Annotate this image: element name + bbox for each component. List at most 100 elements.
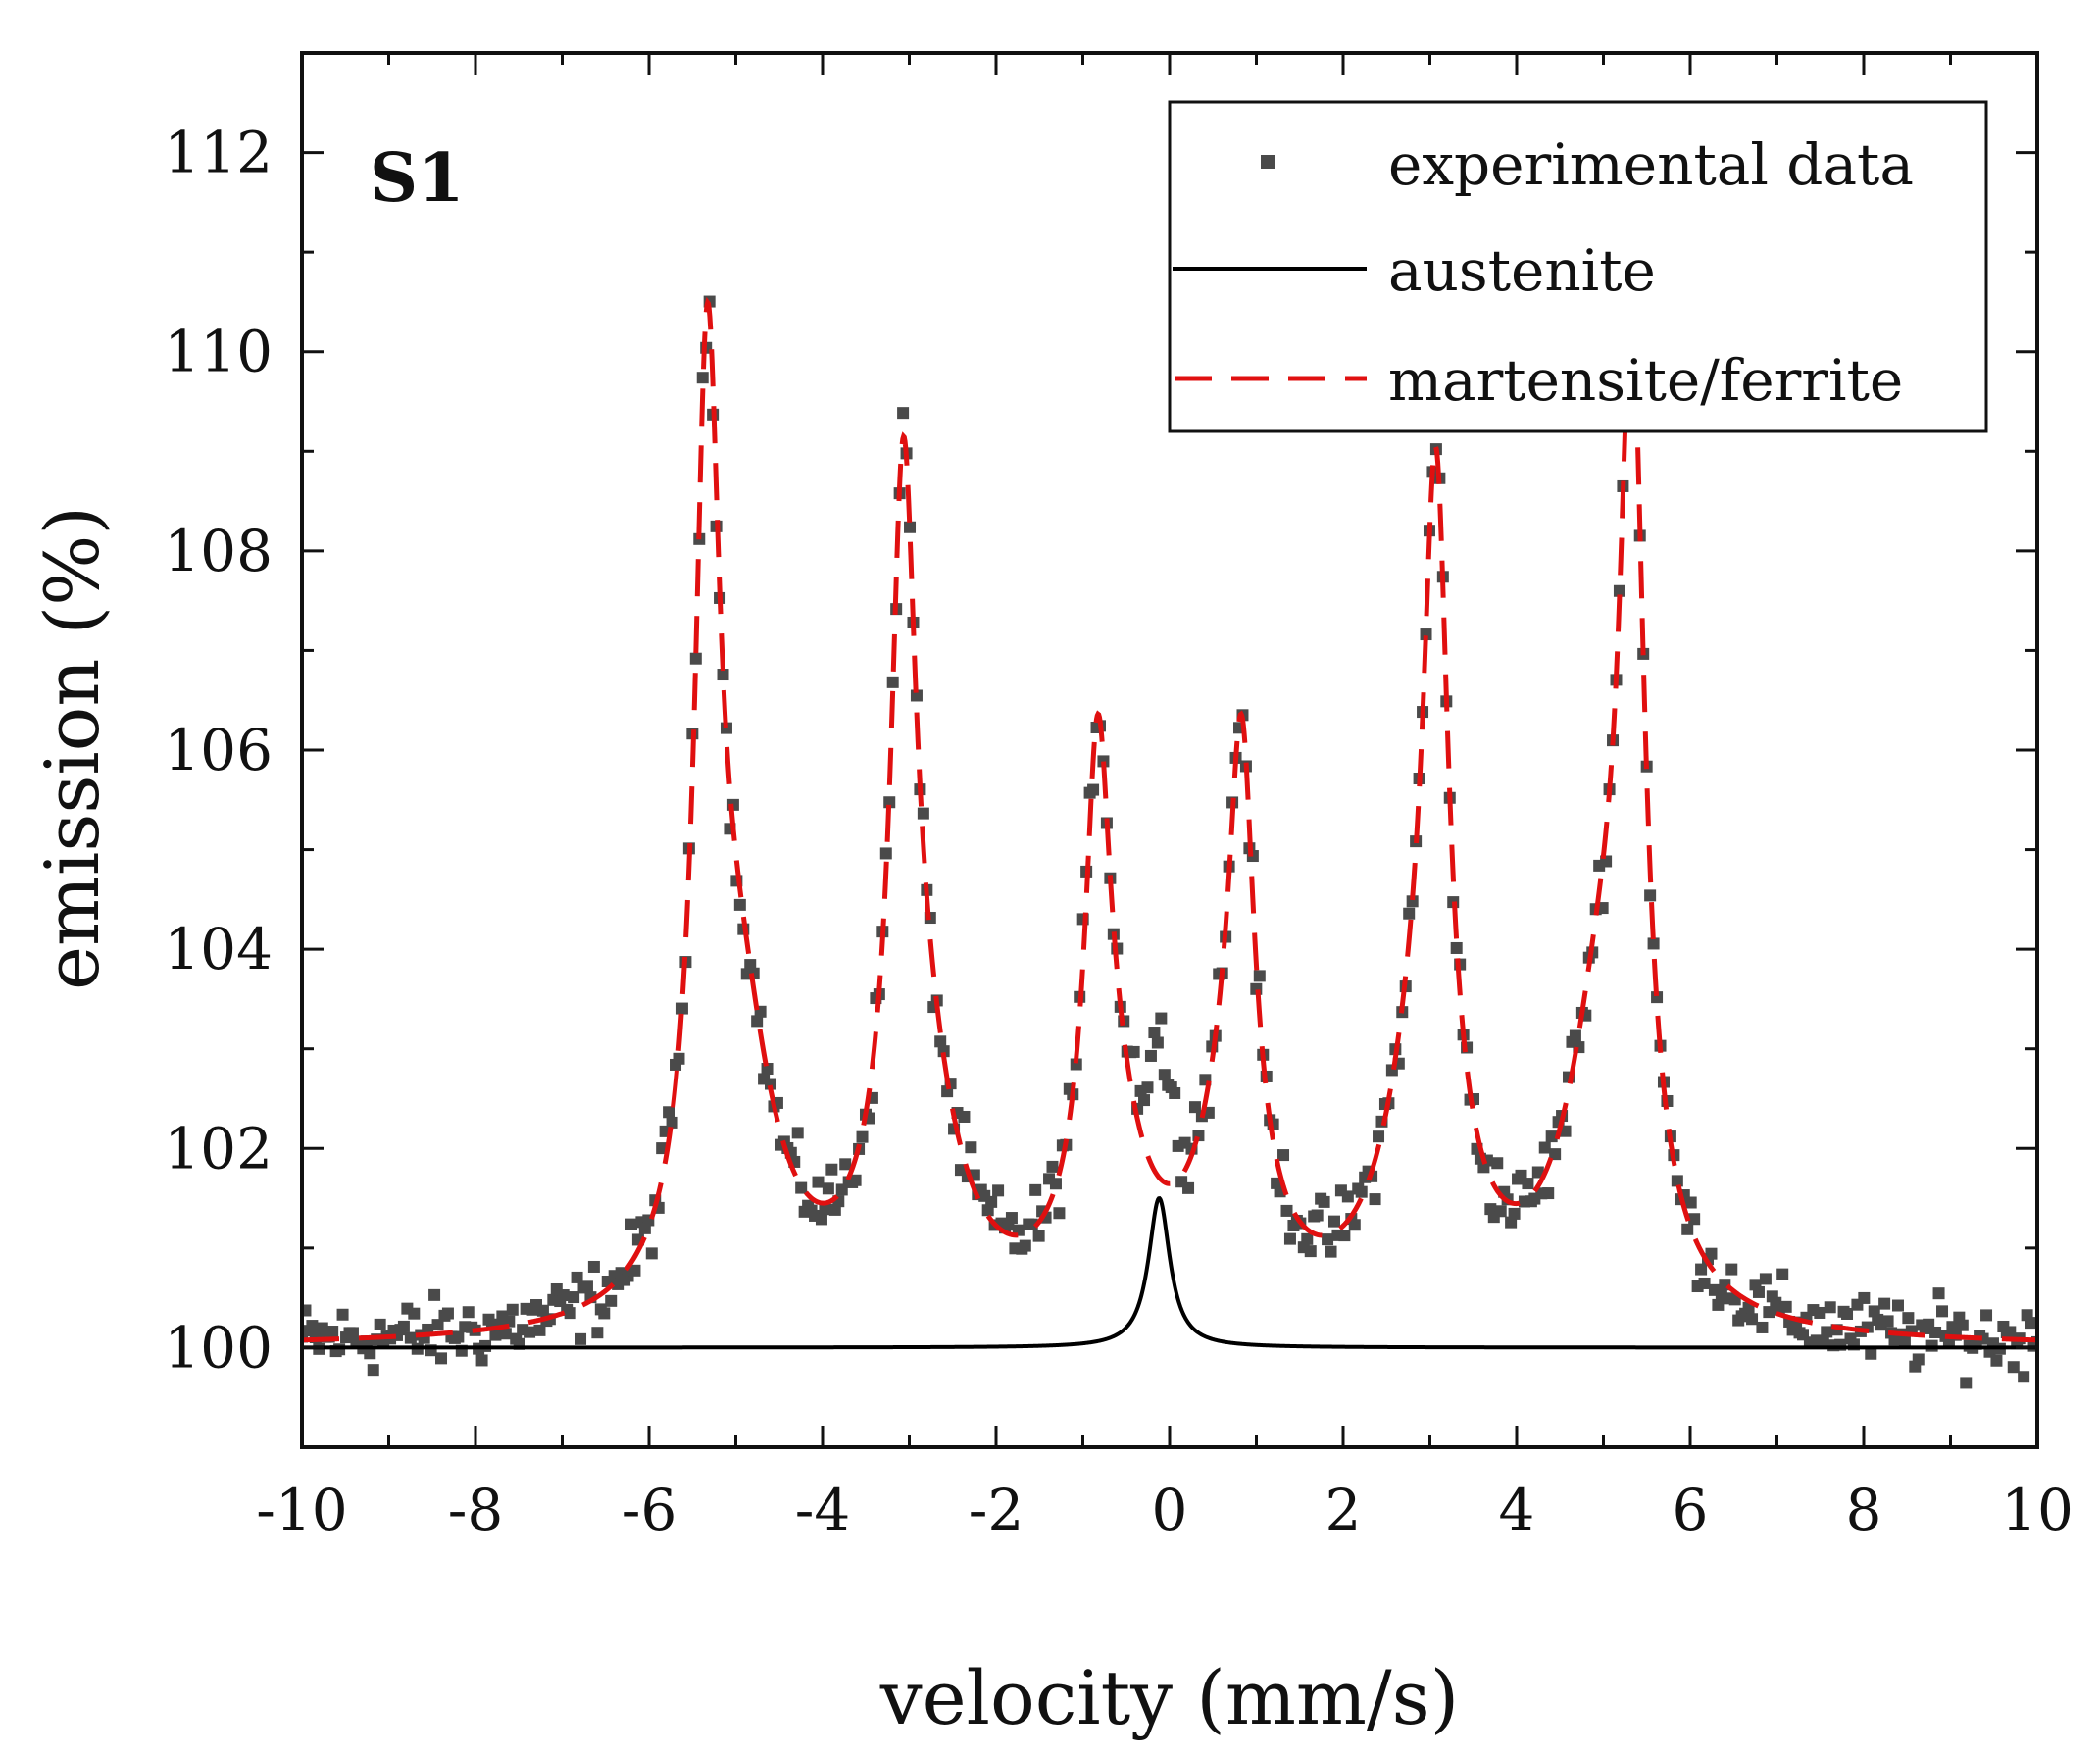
- data-point: [1549, 1148, 1562, 1161]
- data-point: [1019, 1239, 1031, 1252]
- data-point: [856, 1130, 869, 1143]
- data-point: [431, 1319, 444, 1331]
- data-point: [1338, 1230, 1351, 1242]
- data-point: [1450, 941, 1463, 954]
- data-point: [316, 1322, 328, 1334]
- data-point: [625, 1218, 637, 1230]
- data-point: [1865, 1347, 1877, 1360]
- data-point: [1929, 1326, 1942, 1338]
- legend-label-martensite-ferrite: martensite/ferrite: [1388, 347, 1903, 414]
- y-tick-label: 104: [164, 916, 273, 982]
- martensite-ferrite-curve: [302, 296, 2037, 1343]
- data-point: [1545, 1130, 1558, 1143]
- data-point: [1280, 1204, 1293, 1217]
- data-point: [1878, 1297, 1891, 1310]
- data-point: [1318, 1195, 1330, 1208]
- data-point: [1858, 1291, 1871, 1304]
- data-point: [1756, 1321, 1769, 1333]
- data-point: [1348, 1219, 1361, 1231]
- data-point: [927, 1001, 940, 1014]
- x-tick-label: 0: [1152, 1477, 1188, 1543]
- data-point: [452, 1330, 465, 1343]
- data-point: [404, 1331, 417, 1344]
- data-point: [591, 1327, 604, 1339]
- data-point: [1406, 895, 1419, 908]
- data-point: [689, 652, 702, 665]
- data-point: [1824, 1301, 1836, 1314]
- x-axis-title: velocity (mm/s): [879, 1654, 1460, 1741]
- data-point: [1141, 1081, 1154, 1094]
- data-point: [1420, 628, 1432, 641]
- y-tick-label: 106: [164, 717, 273, 783]
- ticks-layer: [300, 51, 2039, 1449]
- data-point: [812, 1176, 825, 1188]
- data-point: [1841, 1307, 1854, 1320]
- data-point: [1688, 1213, 1701, 1226]
- data-layer: [302, 295, 2037, 1389]
- data-point: [1821, 1326, 1833, 1338]
- data-point: [1494, 1205, 1507, 1218]
- data-point: [1158, 1069, 1171, 1081]
- data-point: [1188, 1101, 1201, 1114]
- data-point: [1322, 1233, 1334, 1246]
- data-point: [1932, 1287, 1945, 1300]
- x-tick-label: -6: [622, 1477, 677, 1543]
- legend-label-experimental-data: experimental data: [1388, 131, 1914, 198]
- data-point: [897, 407, 910, 420]
- x-tick-label: 4: [1499, 1477, 1535, 1543]
- data-point: [673, 1052, 685, 1065]
- data-point: [1746, 1313, 1759, 1326]
- data-point: [1277, 1149, 1290, 1162]
- data-point: [717, 669, 729, 681]
- data-point: [346, 1327, 359, 1339]
- data-point: [1522, 1178, 1534, 1190]
- data-point: [524, 1326, 536, 1338]
- x-tick-label: 8: [1846, 1477, 1882, 1543]
- data-point: [1705, 1247, 1718, 1260]
- data-point: [1898, 1334, 1911, 1347]
- data-point: [2007, 1361, 2020, 1374]
- x-tick-label: 6: [1673, 1477, 1709, 1543]
- data-point: [1403, 907, 1416, 920]
- data-point: [1253, 970, 1266, 982]
- data-point: [1325, 1245, 1337, 1258]
- data-point: [1005, 1212, 1018, 1225]
- data-point: [2025, 1317, 2037, 1330]
- data-point: [587, 1260, 600, 1273]
- legend-marker-experimental-data: [1261, 155, 1275, 169]
- data-point: [1182, 1181, 1195, 1194]
- data-point: [428, 1288, 441, 1301]
- x-tick-label: -10: [256, 1477, 347, 1543]
- data-point: [435, 1352, 448, 1365]
- data-point: [628, 1264, 641, 1277]
- y-tick-label: 112: [164, 120, 273, 186]
- tick-labels-layer: -10 -8 -6 -4 -2 0 2 4 6 8 10 100 102 104 106 108 110 112: [164, 120, 2074, 1543]
- data-point: [441, 1307, 454, 1320]
- y-tick-label: 108: [164, 518, 273, 584]
- data-point: [533, 1324, 546, 1336]
- data-point: [1960, 1377, 1973, 1389]
- x-tick-label: 10: [2001, 1477, 2074, 1543]
- data-point: [1283, 1232, 1296, 1245]
- data-point: [1891, 1299, 1904, 1312]
- y-tick-label: 102: [164, 1115, 273, 1181]
- panel-label: S1: [370, 139, 464, 218]
- data-point: [1990, 1354, 2003, 1367]
- data-point: [506, 1303, 519, 1316]
- x-tick-label: -8: [448, 1477, 504, 1543]
- data-point: [937, 1045, 950, 1058]
- data-point: [2004, 1326, 2017, 1338]
- data-point: [1053, 1207, 1066, 1220]
- data-point: [1695, 1263, 1708, 1276]
- data-point: [1304, 1245, 1317, 1258]
- data-point: [1169, 1086, 1181, 1099]
- data-point: [1311, 1209, 1324, 1222]
- data-point: [1763, 1306, 1775, 1319]
- data-point: [819, 1203, 831, 1216]
- data-point: [2018, 1371, 2030, 1383]
- data-point: [791, 1127, 804, 1139]
- data-point: [367, 1364, 379, 1377]
- data-point: [1644, 889, 1657, 902]
- data-point: [985, 1195, 998, 1208]
- data-point: [645, 1247, 658, 1260]
